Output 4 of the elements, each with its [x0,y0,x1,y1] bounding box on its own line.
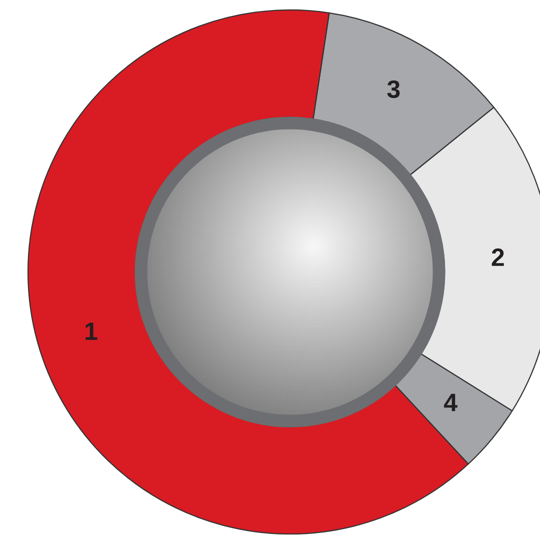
slice-label: 1 [86,322,98,340]
slice-label: 4 [444,394,458,412]
slice-label: 2 [492,248,504,266]
slice-label: 3 [387,80,400,98]
